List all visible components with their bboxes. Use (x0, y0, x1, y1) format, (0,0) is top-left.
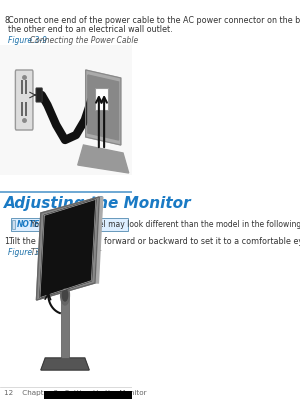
Text: Tilt the monitor’s panel forward or backward to set it to a comfortable eye leve: Tilt the monitor’s panel forward or back… (8, 237, 300, 246)
Bar (95, 88, 108, 110)
Text: Tilting the Monitor: Tilting the Monitor (26, 248, 101, 257)
Polygon shape (40, 200, 96, 298)
Bar (25, 102, 27, 116)
Text: the other end to an electrical wall outlet.: the other end to an electrical wall outl… (8, 25, 172, 34)
Text: Adjusting the Monitor: Adjusting the Monitor (4, 196, 192, 211)
Polygon shape (41, 358, 89, 370)
Text: 8.: 8. (4, 16, 12, 25)
Text: Figure 3-9: Figure 3-9 (8, 36, 47, 45)
Bar (12, 220, 15, 229)
Text: 1.: 1. (4, 237, 12, 246)
Bar (21, 102, 23, 116)
Bar (25, 80, 27, 94)
Polygon shape (95, 197, 103, 283)
Polygon shape (86, 70, 121, 145)
Bar (44, 391, 132, 399)
Polygon shape (37, 197, 99, 300)
Text: NOTE:: NOTE: (17, 220, 43, 229)
FancyBboxPatch shape (15, 70, 33, 130)
Bar (11, 218, 128, 231)
Bar (0, 45, 132, 175)
FancyBboxPatch shape (36, 88, 42, 102)
Polygon shape (88, 75, 118, 140)
Text: Figure 3-10: Figure 3-10 (8, 248, 52, 257)
Bar (61, 295, 69, 358)
Text: Connecting the Power Cable: Connecting the Power Cable (25, 36, 138, 45)
Text: Connect one end of the power cable to the AC power connector on the back of the : Connect one end of the power cable to th… (8, 16, 300, 25)
Circle shape (62, 289, 68, 301)
Bar (21, 80, 23, 94)
Circle shape (61, 285, 69, 305)
Text: 12    Chapter 3   Setting Up the Monitor: 12 Chapter 3 Setting Up the Monitor (4, 390, 147, 396)
Polygon shape (78, 145, 129, 173)
Text: Your monitor model may look different than the model in the following illustrati: Your monitor model may look different th… (26, 220, 300, 229)
